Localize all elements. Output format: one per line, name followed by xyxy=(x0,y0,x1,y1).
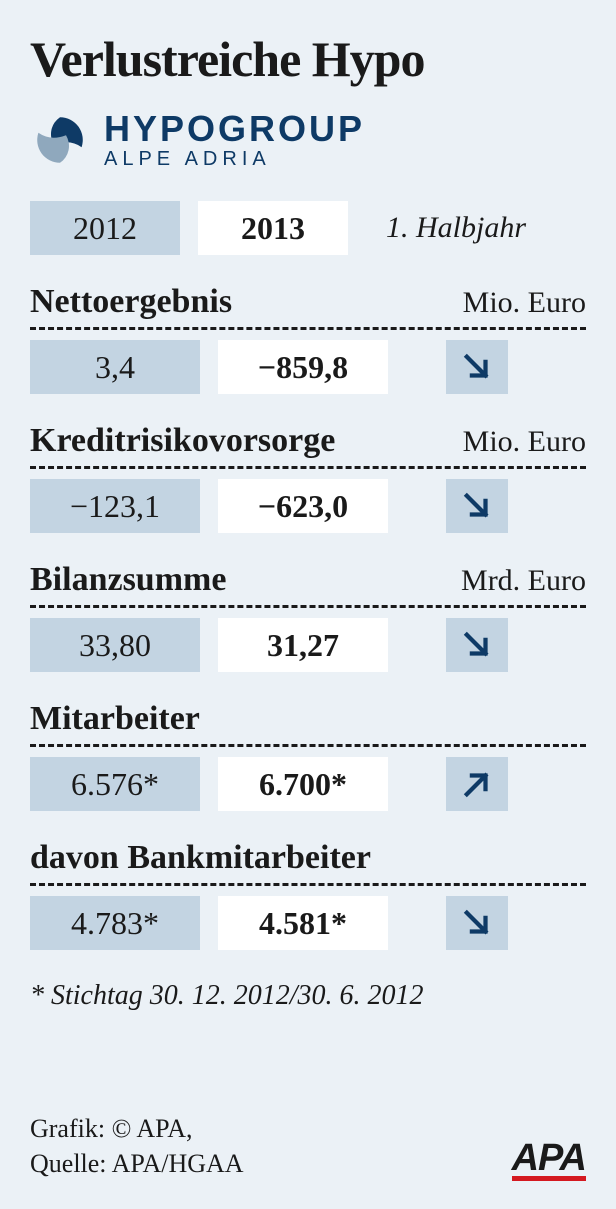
value-2013: 6.700* xyxy=(218,757,388,811)
metric-unit: Mio. Euro xyxy=(463,286,586,320)
metric-values: 33,80 31,27 xyxy=(30,618,586,672)
metric-unit: Mrd. Euro xyxy=(461,564,586,598)
brand-main: HYPOGROUP xyxy=(104,108,365,150)
metric-label: Nettoergebnis xyxy=(30,283,232,321)
metric-header: Mitarbeiter xyxy=(30,700,586,747)
period-label: 1. Halbjahr xyxy=(386,211,526,245)
hypo-logo-icon xyxy=(30,110,90,170)
metric-label: Kreditrisikovorsorge xyxy=(30,422,335,460)
value-2012: 4.783* xyxy=(30,896,200,950)
metric-header: Bilanzsumme Mrd. Euro xyxy=(30,561,586,608)
metric-values: 4.783* 4.581* xyxy=(30,896,586,950)
metric-label: davon Bankmitarbeiter xyxy=(30,839,371,877)
metric-row: Bilanzsumme Mrd. Euro 33,80 31,27 xyxy=(30,561,586,672)
value-2013: −859,8 xyxy=(218,340,388,394)
trend-down-icon xyxy=(446,618,508,672)
year-2012: 2012 xyxy=(30,201,180,255)
metric-label: Bilanzsumme xyxy=(30,561,226,599)
credits: Grafik: © APA, Quelle: APA/HGAA xyxy=(30,1111,244,1181)
trend-down-icon xyxy=(446,896,508,950)
metric-values: 3,4 −859,8 xyxy=(30,340,586,394)
metric-header: Nettoergebnis Mio. Euro xyxy=(30,283,586,330)
metric-header: davon Bankmitarbeiter xyxy=(30,839,586,886)
value-2012: 6.576* xyxy=(30,757,200,811)
value-2013: −623,0 xyxy=(218,479,388,533)
credits-line2: Quelle: APA/HGAA xyxy=(30,1146,244,1181)
metric-unit: Mio. Euro xyxy=(463,425,586,459)
value-2012: 33,80 xyxy=(30,618,200,672)
value-2012: 3,4 xyxy=(30,340,200,394)
value-2012: −123,1 xyxy=(30,479,200,533)
credits-line1: Grafik: © APA, xyxy=(30,1111,244,1146)
metric-row: Kreditrisikovorsorge Mio. Euro −123,1 −623,… xyxy=(30,422,586,533)
apa-logo: APA xyxy=(512,1137,586,1181)
metric-label: Mitarbeiter xyxy=(30,700,200,738)
brand-row: HYPOGROUP ALPE ADRIA xyxy=(30,108,586,171)
page-title: Verlustreiche Hypo xyxy=(30,30,586,88)
value-2013: 4.581* xyxy=(218,896,388,950)
metric-values: 6.576* 6.700* xyxy=(30,757,586,811)
apa-logo-text: APA xyxy=(512,1137,586,1179)
trend-up-icon xyxy=(446,757,508,811)
brand-sub: ALPE ADRIA xyxy=(104,148,365,171)
metric-row: Mitarbeiter 6.576* 6.700* xyxy=(30,700,586,811)
trend-down-icon xyxy=(446,479,508,533)
year-2013: 2013 xyxy=(198,201,348,255)
value-2013: 31,27 xyxy=(218,618,388,672)
trend-down-icon xyxy=(446,340,508,394)
year-row: 2012 2013 1. Halbjahr xyxy=(30,201,586,255)
metric-row: davon Bankmitarbeiter 4.783* 4.581* xyxy=(30,839,586,950)
metric-row: Nettoergebnis Mio. Euro 3,4 −859,8 xyxy=(30,283,586,394)
metric-header: Kreditrisikovorsorge Mio. Euro xyxy=(30,422,586,469)
metric-values: −123,1 −623,0 xyxy=(30,479,586,533)
footnote: * Stichtag 30. 12. 2012/30. 6. 2012 xyxy=(30,980,586,1012)
